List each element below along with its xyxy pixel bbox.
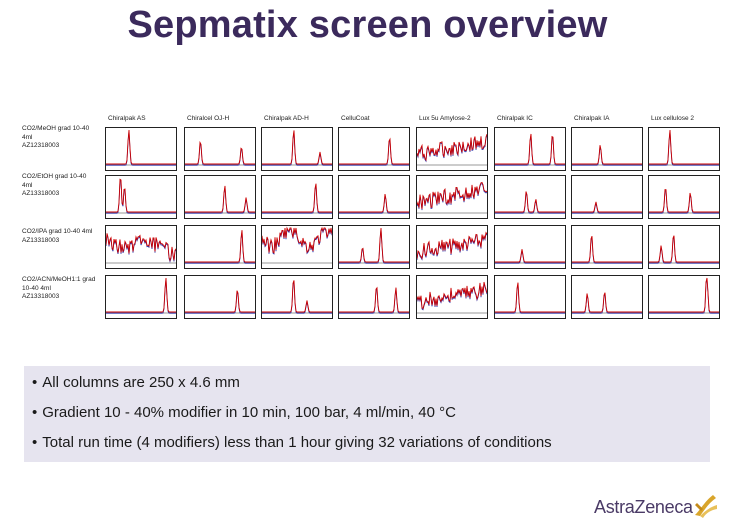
- chromatogram-trace: [184, 225, 256, 269]
- chromatogram-trace: [648, 175, 720, 219]
- chromatogram-trace: [184, 175, 256, 219]
- chromatogram-trace: [338, 225, 410, 269]
- bullet-item: • Gradient 10 - 40% modifier in 10 min, 1…: [32, 404, 456, 421]
- chromatogram-trace: [261, 275, 333, 319]
- chromatogram-trace: [494, 127, 566, 171]
- column-header: Chiralpak AD-H: [264, 115, 309, 122]
- chromatogram-trace: [494, 225, 566, 269]
- chromatogram-trace: [105, 225, 177, 269]
- row-label: CO2/EtOH grad 10-40 4ml AZ13318003: [22, 173, 102, 199]
- row-label-line: AZ13318003: [22, 236, 60, 244]
- row-label-line: CO2/ACN/MeOH1:1 grad: [22, 276, 96, 283]
- row-label: CO2/ACN/MeOH1:1 grad 10-40 4ml AZ13318003: [22, 276, 102, 302]
- column-header: CelluCoat: [341, 115, 370, 122]
- chromatogram-trace: [416, 127, 488, 171]
- astrazeneca-logo-icon: [695, 495, 717, 518]
- bullet-glyph: •: [32, 374, 38, 391]
- row-label-line: AZ12318003: [22, 142, 60, 149]
- chromatogram-trace: [571, 225, 643, 269]
- chromatogram-trace: [338, 175, 410, 219]
- chromatogram-trace: [261, 127, 333, 171]
- chromatogram-trace: [571, 275, 643, 319]
- row-label-line: AZ13318003: [22, 293, 60, 300]
- chromatogram-trace: [105, 127, 177, 171]
- column-header: Lux cellulose 2: [651, 115, 694, 122]
- bullet-box: • All columns are 250 x 4.6 mm • Gradient …: [24, 366, 710, 462]
- bullet-text: All columns are 250 x 4.6 mm: [42, 374, 240, 391]
- row-label: CO2/MeOH grad 10-40 4ml AZ12318003: [22, 125, 102, 151]
- chromatogram-trace: [261, 225, 333, 269]
- bullet-item: • Total run time (4 modifiers) less than …: [32, 434, 552, 451]
- bullet-glyph: •: [32, 404, 38, 421]
- chromatogram-trace: [338, 127, 410, 171]
- chromatogram-trace: [184, 275, 256, 319]
- chromatogram-trace: [261, 175, 333, 219]
- row-label: CO2/IPA grad 10-40 4ml AZ13318003: [22, 228, 102, 245]
- row-label-line: CO2/IPA grad 10-40 4ml: [22, 228, 93, 235]
- column-header: Lux 5u Amylose-2: [419, 115, 471, 122]
- bullet-item: • All columns are 250 x 4.6 mm: [32, 374, 240, 391]
- row-label-line: AZ13318003: [22, 190, 60, 197]
- row-label-line: CO2/EtOH grad 10-40: [22, 173, 87, 180]
- bullet-text: Total run time (4 modifiers) less than 1…: [42, 434, 552, 451]
- chromatogram-grid: Chiralpak AS Chiralcel OJ-H Chiralpak AD-H…: [22, 115, 720, 319]
- column-header: Chiralcel OJ-H: [187, 115, 230, 122]
- astrazeneca-logo: AstraZeneca: [594, 494, 724, 520]
- chromatogram-trace: [105, 175, 177, 219]
- chromatogram-trace: [571, 175, 643, 219]
- bullet-glyph: •: [32, 434, 38, 451]
- chromatogram-trace: [338, 275, 410, 319]
- logo-text: AstraZeneca: [594, 497, 693, 517]
- chromatogram-trace: [184, 127, 256, 171]
- column-header: Chiralpak AS: [108, 115, 146, 122]
- column-header: Chiralpak IA: [574, 115, 610, 122]
- chromatogram-trace: [571, 127, 643, 171]
- bullet-text: Gradient 10 - 40% modifier in 10 min, 10…: [42, 404, 456, 421]
- chromatogram-trace: [416, 225, 488, 269]
- chromatogram-trace: [648, 275, 720, 319]
- row-label-line: 4ml: [22, 133, 33, 141]
- chromatogram-trace: [494, 175, 566, 219]
- row-label-line: 10-40 4ml: [22, 284, 51, 292]
- row-label-line: 4ml: [22, 181, 33, 189]
- chromatogram-trace: [648, 127, 720, 171]
- chromatogram-trace: [648, 225, 720, 269]
- slide-title: Sepmatix screen overview: [127, 4, 608, 46]
- chromatogram-trace: [416, 275, 488, 319]
- column-header: Chiralpak IC: [497, 115, 533, 122]
- chromatogram-trace: [416, 175, 488, 219]
- chromatogram-trace: [105, 275, 177, 319]
- row-label-line: CO2/MeOH grad 10-40: [22, 125, 90, 132]
- chromatogram-trace: [494, 275, 566, 319]
